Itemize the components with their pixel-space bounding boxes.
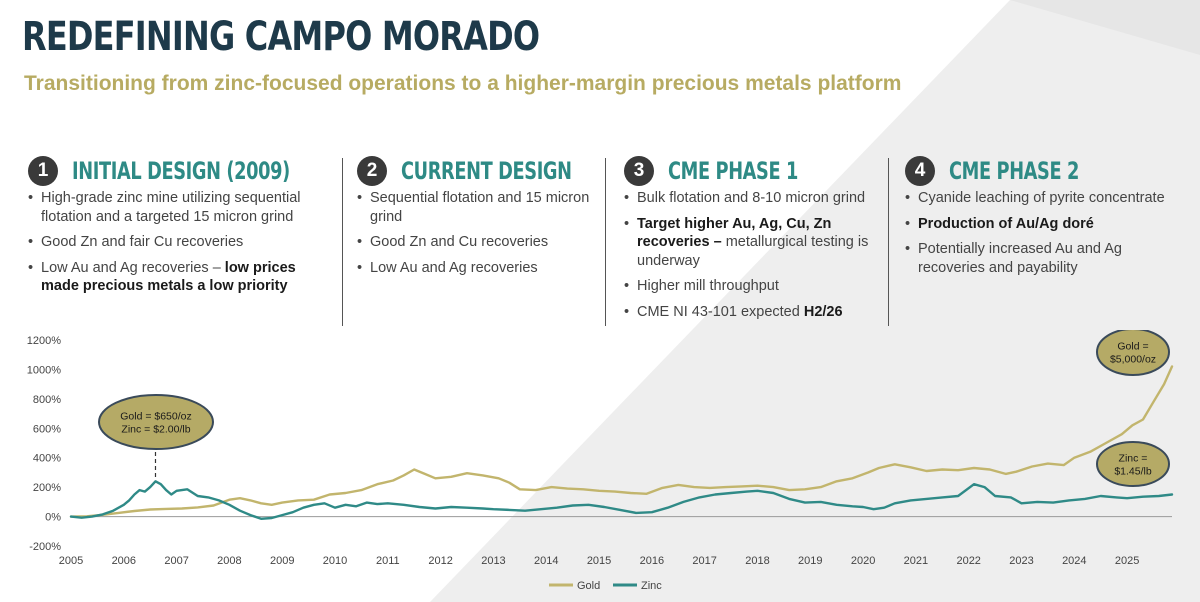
bullet-text: Potentially increased Au and Ag recoveri… (918, 241, 1122, 276)
bullet-item: Bulk flotation and 8-10 micron grind (624, 189, 874, 208)
x-tick-label: 2008 (217, 555, 241, 567)
x-tick-label: 2015 (587, 555, 611, 567)
x-tick-label: 2013 (481, 555, 505, 567)
x-tick-label: 2018 (745, 555, 769, 567)
phase-column-2: 2 CURRENT DESIGN Sequential flotation an… (357, 156, 602, 284)
y-tick-label: 1000% (27, 364, 61, 376)
bullet-text: Low Au and Ag recoveries – (41, 259, 225, 276)
bullet-text: Sequential flotation and 15 micron grind (370, 190, 590, 225)
callout-gold-2025-bubble (1096, 330, 1170, 376)
y-tick-label: 400% (33, 453, 61, 465)
x-tick-label: 2005 (59, 555, 83, 567)
callout-zinc-2025-text: $1.45/lb (1114, 466, 1152, 478)
phase-number-badge: 2 (357, 156, 387, 186)
bullet-text: Good Zn and Cu recoveries (370, 234, 549, 250)
y-tick-label: 1200% (27, 335, 61, 347)
bullet-item: Low Au and Ag recoveries (357, 259, 602, 278)
price-performance-chart: -200% 0% 200% 400% 600% 800% 1000% 1200% 2005 200… (27, 330, 1174, 592)
bullet-item: High-grade zinc mine utilizing sequentia… (28, 189, 328, 226)
x-tick-label: 2006 (112, 555, 136, 567)
phase-column-1: 1 INITIAL DESIGN (2009) High-grade zinc … (28, 156, 328, 303)
bullet-text: Good Zn and fair Cu recoveries (41, 234, 244, 250)
x-tick-label: 2024 (1062, 555, 1086, 567)
bullet-item: Good Zn and fair Cu recoveries (28, 233, 328, 252)
x-tick-label: 2016 (640, 555, 664, 567)
y-tick-label: 800% (33, 394, 61, 406)
series-line-zinc (69, 480, 1174, 520)
bullet-text: Low Au and Ag recoveries (370, 259, 538, 276)
column-divider (888, 158, 889, 326)
x-tick-label: 2014 (534, 555, 558, 567)
phase-header-3: 3 CME PHASE 1 (624, 156, 874, 186)
phase-header-4: 4 CME PHASE 2 (905, 156, 1175, 186)
x-tick-label: 2023 (1009, 555, 1033, 567)
bullet-text-bold: low prices made precious metals a low pr… (41, 259, 296, 295)
bullet-text: Cyanide leaching of pyrite concentrate (918, 190, 1165, 206)
bullet-item: Good Zn and Cu recoveries (357, 233, 602, 252)
bullet-item: CME NI 43-101 expected H2/26 (624, 303, 874, 322)
x-tick-label: 2007 (164, 555, 188, 567)
bullet-item: Potentially increased Au and Ag recoveri… (905, 240, 1175, 277)
bullet-text: Higher mill throughput (637, 278, 779, 294)
phase-column-4: 4 CME PHASE 2 Cyanide leaching of pyrite… (905, 156, 1175, 284)
series-line-gold (69, 365, 1174, 518)
phase-bullets: Cyanide leaching of pyrite concentrate P… (905, 189, 1175, 277)
bullet-text-bold: Production of Au/Ag doré (918, 215, 1094, 232)
callout-zinc-2025-text: Zinc = (1119, 453, 1148, 465)
phase-number-badge: 1 (28, 156, 58, 186)
callout-2006-text: Gold = $650/oz (120, 411, 192, 423)
bullet-item: Sequential flotation and 15 micron grind (357, 189, 602, 226)
bullet-item: Cyanide leaching of pyrite concentrate (905, 189, 1175, 208)
phase-title: CME PHASE 1 (668, 157, 799, 185)
phase-number-badge: 4 (905, 156, 935, 186)
x-tick-label: 2021 (904, 555, 928, 567)
phase-column-3: 3 CME PHASE 1 Bulk flotation and 8-10 mi… (624, 156, 874, 328)
phase-header-1: 1 INITIAL DESIGN (2009) (28, 156, 328, 186)
phase-bullets: High-grade zinc mine utilizing sequentia… (28, 189, 328, 296)
legend-label-gold: Gold (577, 580, 600, 592)
x-tick-label: 2022 (956, 555, 980, 567)
y-tick-label: 600% (33, 423, 61, 435)
bullet-item: Target higher Au, Ag, Cu, Zn recoveries … (624, 215, 874, 271)
y-tick-label: -200% (29, 541, 61, 553)
phase-bullets: Bulk flotation and 8-10 micron grind Tar… (624, 189, 874, 321)
phase-title: CURRENT DESIGN (401, 157, 572, 185)
phase-bullets: Sequential flotation and 15 micron grind… (357, 189, 602, 277)
bullet-item: Higher mill throughput (624, 277, 874, 296)
bullet-item: Low Au and Ag recoveries – low prices ma… (28, 259, 328, 296)
bullet-text: Bulk flotation and 8-10 micron grind (637, 190, 866, 206)
phase-header-2: 2 CURRENT DESIGN (357, 156, 602, 186)
column-divider (605, 158, 606, 326)
bullet-item: Production of Au/Ag doré (905, 215, 1175, 234)
x-tick-label: 2017 (692, 555, 716, 567)
callout-gold-2025-text: $5,000/oz (1110, 354, 1156, 366)
callout-2006-text: Zinc = $2.00/lb (121, 424, 190, 436)
callout-zinc-2025-bubble (1096, 441, 1170, 487)
x-tick-label: 2011 (376, 555, 400, 567)
x-tick-label: 2019 (798, 555, 822, 567)
callout-2006-bubble (98, 394, 214, 450)
bullet-text: metallurgical testing is underway (637, 234, 869, 269)
phase-number-badge: 3 (624, 156, 654, 186)
callout-gold-2025-text: Gold = (1117, 341, 1148, 353)
page-title: REDEFINING CAMPO MORADO (22, 14, 540, 60)
column-divider (342, 158, 343, 326)
y-tick-label: 200% (33, 482, 61, 494)
x-tick-label: 2010 (323, 555, 347, 567)
page-subtitle: Transitioning from zinc-focused operatio… (24, 72, 902, 95)
bullet-text-bold: H2/26 (803, 303, 843, 320)
bullet-text: High-grade zinc mine utilizing sequentia… (41, 190, 301, 225)
phase-title: CME PHASE 2 (949, 157, 1080, 185)
phase-title: INITIAL DESIGN (2009) (72, 157, 290, 185)
bullet-text: CME NI 43-101 expected (637, 303, 804, 320)
x-tick-label: 2020 (851, 555, 875, 567)
x-tick-label: 2025 (1115, 555, 1139, 567)
x-tick-label: 2009 (270, 555, 294, 567)
x-tick-label: 2012 (428, 555, 452, 567)
legend-label-zinc: Zinc (641, 580, 662, 592)
y-tick-label: 0% (45, 512, 61, 524)
bullet-text-bold: Target higher Au, Ag, Cu, Zn recoveries … (637, 215, 832, 251)
